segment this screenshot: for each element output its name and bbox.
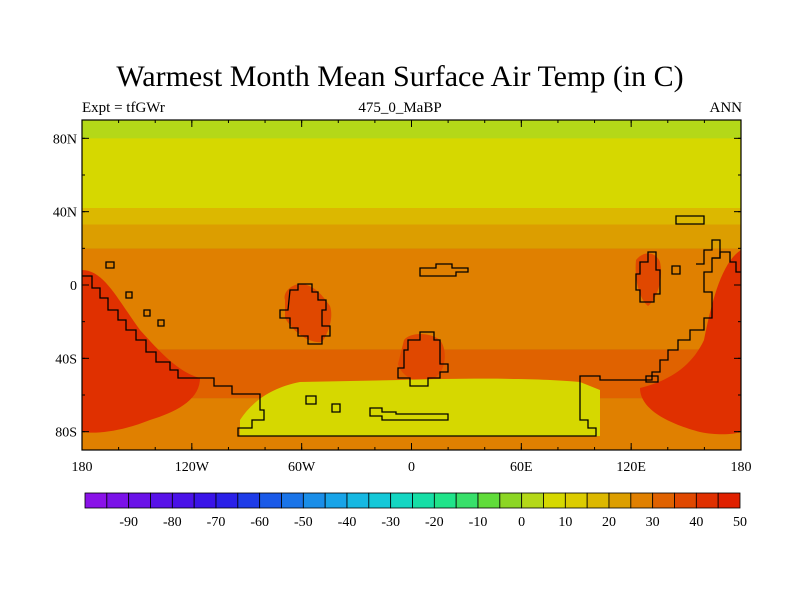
colorbar-box: [259, 492, 282, 509]
coastline: [645, 375, 659, 383]
time-label: 475_0_MaBP: [358, 100, 442, 116]
colorbar-box: [521, 492, 544, 509]
lon-tick-label: 60E: [510, 460, 533, 475]
colorbar-box: [193, 492, 217, 509]
lon-tick-label: 180: [72, 460, 93, 475]
colorbar-box: [412, 492, 435, 509]
coastline: [419, 263, 469, 277]
colorbar-label: 30: [646, 515, 660, 530]
field-interior-land: [635, 253, 662, 306]
colorbar-box: [564, 492, 588, 509]
colorbar-box: [477, 492, 501, 509]
coastline: [712, 251, 741, 273]
map-field: [82, 120, 741, 450]
colorbar-box: [630, 492, 654, 509]
colorbar-label: 20: [602, 515, 616, 530]
colorbar-box: [499, 492, 523, 509]
colorbar-label: -10: [469, 515, 488, 530]
coastline: [105, 261, 115, 269]
field-band: [82, 248, 741, 350]
colorbar-box: [237, 492, 261, 509]
lon-tick-label: 120E: [616, 460, 646, 475]
period-label: ANN: [709, 100, 743, 116]
coastline: [305, 395, 317, 405]
lat-tick-label: 80S: [55, 426, 77, 441]
coastline: [279, 283, 331, 345]
lat-tick-label: 40N: [53, 206, 77, 221]
colorbar-label: -60: [250, 515, 269, 530]
coastlines: [82, 215, 741, 437]
lat-tick-label: 0: [70, 279, 77, 294]
field-western-hot-region: [82, 270, 200, 433]
colorbar-box: [302, 492, 326, 509]
colorbar-box: [346, 492, 370, 509]
colorbar-label: 10: [558, 515, 572, 530]
colorbar-box: [106, 492, 130, 509]
field-southern-land: [240, 378, 600, 436]
colorbar-box: [84, 492, 108, 509]
colorbar-box: [281, 492, 304, 509]
colorbar-box: [674, 492, 697, 509]
colorbar-label: -90: [119, 515, 138, 530]
colorbar-label: -50: [294, 515, 313, 530]
lon-tick-label: 180: [731, 460, 752, 475]
lon-tick-label: 120W: [175, 460, 210, 475]
colorbar-box: [171, 492, 195, 509]
colorbar-label: -70: [207, 515, 226, 530]
colorbar-box: [608, 492, 632, 509]
colorbar-box: [128, 492, 151, 509]
coastline: [82, 239, 721, 437]
experiment-label: Expt = tfGWr: [82, 100, 165, 116]
colorbar-box: [368, 492, 392, 509]
colorbar-box: [390, 492, 413, 509]
axis-ticks: 180 120W 60W 0 60E 120E 180 80N 40N 0 40S 80S: [53, 120, 752, 475]
colorbar-box: [652, 492, 675, 509]
coastline: [157, 319, 165, 327]
colorbar-label: -40: [338, 515, 357, 530]
field-band: [82, 138, 741, 208]
coastline: [671, 265, 681, 275]
colorbar-label: 0: [518, 515, 525, 530]
colorbar-box: [543, 492, 566, 509]
colorbar-box: [324, 492, 348, 509]
map-title: Warmest Month Mean Surface Air Temp (in …: [116, 60, 684, 93]
lat-tick-label: 80N: [53, 132, 77, 147]
colorbar-label: -80: [163, 515, 182, 530]
colorbar-box: [717, 492, 741, 509]
coastline: [143, 309, 151, 317]
coastline: [397, 331, 449, 387]
field-eastern-hot-region: [640, 250, 741, 435]
coastline: [369, 407, 449, 421]
colorbar-box: [150, 492, 173, 509]
coastline: [635, 251, 661, 303]
coastline: [331, 403, 341, 413]
colorbar-label: -30: [381, 515, 400, 530]
colorbar-box: [455, 492, 479, 509]
colorbar: -90 -80 -70 -60 -50 -40 -30 -20 -10 0 10 20 30 40 50: [84, 492, 747, 530]
lon-tick-label: 0: [408, 460, 415, 475]
field-band: [82, 120, 741, 139]
colorbar-label: 50: [733, 515, 747, 530]
lon-tick-label: 60W: [288, 460, 316, 475]
colorbar-box: [695, 492, 719, 509]
colorbar-box: [586, 492, 610, 509]
colorbar-label: 40: [689, 515, 703, 530]
colorbar-label: -20: [425, 515, 444, 530]
colorbar-box: [433, 492, 457, 509]
field-band: [82, 224, 741, 249]
field-band: [82, 208, 741, 225]
coastline: [125, 291, 133, 299]
coastline: [675, 215, 705, 225]
lat-tick-label: 40S: [55, 352, 77, 367]
field-interior-land: [398, 334, 445, 382]
colorbar-box: [215, 492, 239, 509]
